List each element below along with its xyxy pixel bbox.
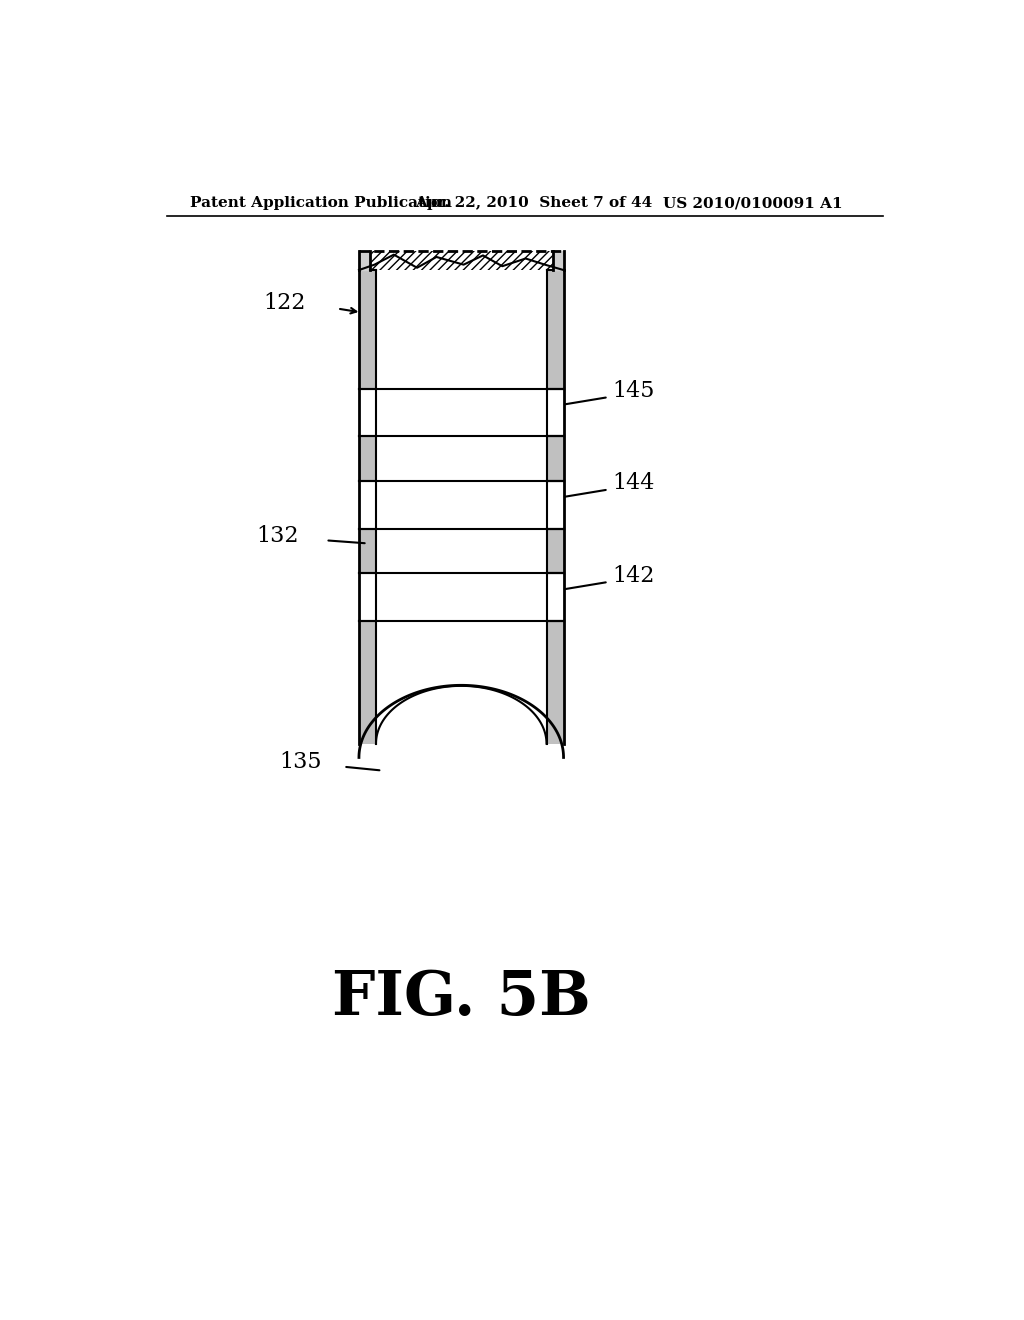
Bar: [359, 622, 376, 743]
Bar: [359, 271, 376, 743]
Bar: [547, 271, 563, 743]
Text: 132: 132: [256, 525, 298, 546]
Bar: [359, 271, 376, 388]
Polygon shape: [376, 271, 547, 743]
Bar: [359, 480, 376, 529]
Bar: [359, 529, 376, 573]
Bar: [359, 388, 376, 437]
Text: Patent Application Publication: Patent Application Publication: [190, 197, 452, 210]
Text: 145: 145: [612, 380, 654, 401]
Bar: [547, 573, 563, 622]
Text: 142: 142: [612, 565, 654, 586]
Text: 144: 144: [612, 473, 654, 495]
Polygon shape: [359, 255, 563, 271]
Bar: [547, 437, 563, 480]
Bar: [547, 271, 563, 743]
Text: FIG. 5B: FIG. 5B: [332, 968, 591, 1028]
Polygon shape: [359, 685, 563, 758]
Bar: [547, 271, 563, 388]
Bar: [547, 529, 563, 573]
Bar: [547, 480, 563, 529]
Text: 122: 122: [263, 292, 306, 314]
Bar: [547, 388, 563, 437]
Text: US 2010/0100091 A1: US 2010/0100091 A1: [663, 197, 843, 210]
Bar: [359, 251, 563, 271]
Bar: [359, 271, 376, 743]
Bar: [359, 573, 376, 622]
Text: Apr. 22, 2010  Sheet 7 of 44: Apr. 22, 2010 Sheet 7 of 44: [415, 197, 652, 210]
Bar: [547, 622, 563, 743]
Bar: [359, 437, 376, 480]
Text: 135: 135: [280, 751, 322, 774]
